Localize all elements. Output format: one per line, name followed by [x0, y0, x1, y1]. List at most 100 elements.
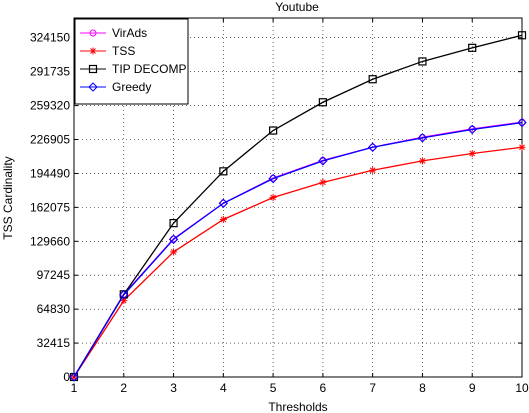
- marker-circle: [89, 29, 97, 37]
- data-point: [418, 157, 426, 165]
- marker-diamond: [467, 124, 477, 135]
- y-axis-title: TSS Cardinality: [1, 156, 15, 239]
- marker-diamond: [517, 117, 527, 128]
- marker-star-stroke: [120, 297, 127, 304]
- data-point: [218, 198, 229, 208]
- y-tick-label: 324150: [30, 31, 70, 45]
- y-tick-label: 194490: [30, 166, 70, 180]
- data-point: [418, 57, 427, 66]
- legend: VirAds TSS TIP DECOMP Greedy: [74, 18, 189, 105]
- marker-square: [517, 31, 527, 40]
- marker-star-stroke: [320, 179, 326, 186]
- marker-star-stroke: [90, 48, 96, 54]
- legend-marker: [89, 29, 97, 37]
- legend-entry: TIP DECOMP: [80, 62, 186, 76]
- marker-square: [468, 43, 477, 52]
- data-point: [517, 31, 527, 40]
- marker-star-stroke: [220, 216, 227, 223]
- data-point: [368, 75, 377, 84]
- legend-marker: [88, 82, 98, 92]
- y-tick-label: 129660: [30, 234, 70, 248]
- series-line: [73, 122, 523, 378]
- marker-diamond: [268, 173, 278, 184]
- marker-square: [269, 126, 278, 135]
- data-point: [319, 178, 327, 186]
- data-point: [219, 215, 227, 223]
- y-tick-label: 226905: [30, 133, 70, 147]
- marker-diamond: [417, 133, 428, 143]
- data-point: [517, 117, 527, 128]
- series-layer: [69, 31, 527, 382]
- data-point: [369, 166, 377, 174]
- x-tick-label: 10: [515, 381, 529, 395]
- data-point: [170, 248, 178, 256]
- y-tick-label: 97245: [37, 268, 71, 282]
- y-tick-label: 291735: [30, 65, 70, 79]
- x-tick-label: 6: [320, 381, 327, 395]
- marker-diamond: [119, 290, 129, 300]
- marker-square: [418, 57, 427, 66]
- legend-entry: TSS: [80, 44, 135, 58]
- y-tick-label: 259320: [30, 99, 70, 113]
- marker-star-stroke: [369, 167, 376, 174]
- x-axis-title: Thresholds: [268, 400, 327, 413]
- data-point: [119, 290, 129, 300]
- legend-entry: Greedy: [80, 80, 151, 94]
- x-tick-label: 7: [369, 381, 376, 395]
- marker-circle: [219, 199, 227, 207]
- marker-star-stroke: [270, 194, 276, 201]
- legend-marker: [88, 64, 98, 74]
- data-point: [467, 124, 477, 135]
- y-tick-label: 64830: [37, 302, 71, 316]
- x-tick-label: 2: [120, 381, 127, 395]
- marker-diamond: [318, 156, 328, 166]
- grid: [74, 18, 522, 377]
- marker-diamond: [218, 198, 229, 208]
- x-tick-label: 5: [270, 381, 277, 395]
- data-point: [318, 98, 327, 107]
- x-tick-label: 1: [71, 381, 78, 395]
- marker-star-stroke: [519, 144, 525, 151]
- data-point: [69, 372, 79, 382]
- marker-square: [318, 98, 327, 107]
- y-tick-label: 32415: [37, 336, 71, 350]
- marker-square: [88, 64, 98, 74]
- legend-entry: VirAds: [80, 26, 147, 40]
- data-point: [268, 173, 278, 184]
- legend-marker: [89, 47, 97, 55]
- data-point: [269, 194, 277, 201]
- series-line: [73, 146, 523, 378]
- x-tick-label: 8: [419, 381, 426, 395]
- legend-label: TIP DECOMP: [112, 62, 186, 76]
- marker-diamond: [88, 82, 98, 92]
- data-point: [518, 143, 526, 151]
- marker-star-stroke: [469, 150, 476, 157]
- x-tick-label: 4: [220, 381, 227, 395]
- data-point: [367, 142, 378, 152]
- series-greedy: [69, 117, 527, 382]
- data-point: [219, 199, 227, 207]
- data-point: [219, 167, 228, 176]
- y-tick-label: 162075: [30, 200, 70, 214]
- axes: 1 2 3 4 5 6 7 8 9 10 0 32415 64830 97245 129660 162075 1…: [30, 18, 529, 395]
- legend-label: Greedy: [112, 80, 151, 94]
- series-virads: [70, 118, 526, 381]
- marker-star-stroke: [170, 249, 177, 255]
- legend-label: TSS: [112, 44, 135, 58]
- data-point: [269, 126, 278, 135]
- marker-square: [368, 75, 377, 84]
- marker-diamond: [367, 142, 378, 152]
- x-tick-label: 9: [469, 381, 476, 395]
- data-point: [169, 219, 178, 228]
- chart-title: Youtube: [275, 0, 319, 14]
- marker-square: [169, 219, 178, 228]
- series-line: [73, 34, 523, 378]
- plot-frame: [73, 17, 523, 378]
- series-line: [73, 121, 523, 378]
- data-point: [417, 133, 428, 143]
- marker-diamond: [69, 372, 79, 382]
- data-point: [318, 156, 328, 166]
- legend-label: VirAds: [112, 26, 147, 40]
